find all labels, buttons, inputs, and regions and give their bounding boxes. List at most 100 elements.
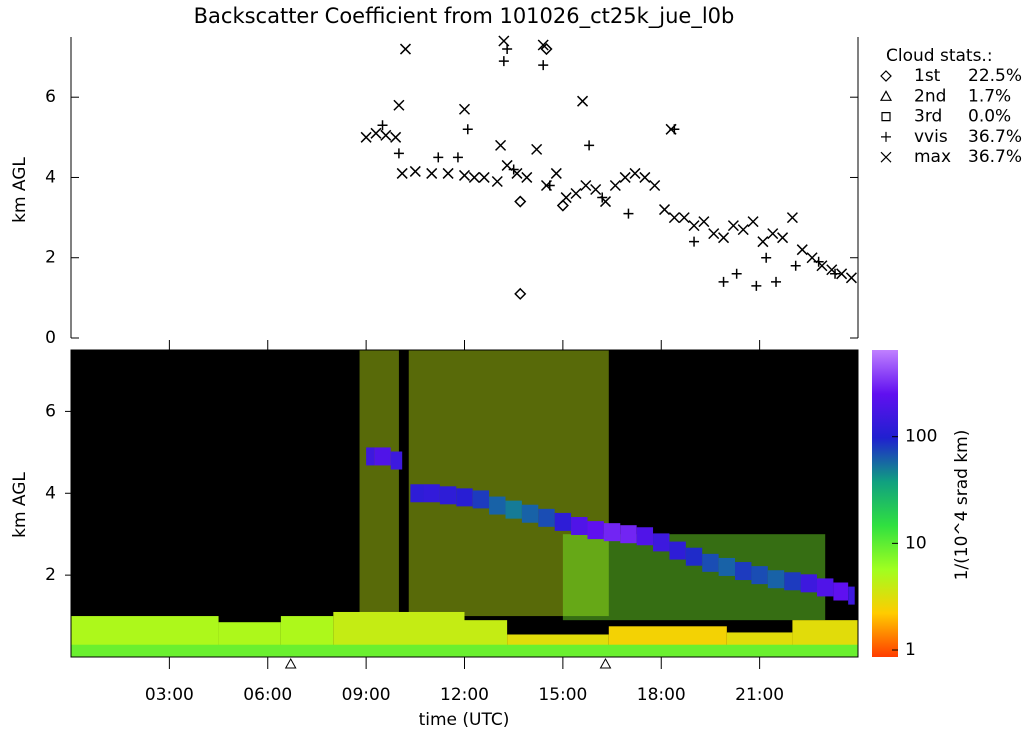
colorbar-tick-label: 1 [905, 640, 916, 660]
axis-marker [599, 657, 612, 669]
cloud-cell [636, 527, 654, 546]
data-point [665, 123, 677, 135]
data-point [511, 167, 523, 179]
data-point [727, 220, 739, 232]
heat-cell [408, 350, 609, 617]
data-point [442, 167, 454, 179]
data-point [538, 60, 549, 71]
legend-title: Cloud stats.: [886, 46, 993, 66]
cloud-cell [669, 541, 686, 560]
cloud-cell [439, 486, 457, 505]
x-tick-label: 06:00 [243, 685, 292, 705]
data-point [540, 42, 553, 56]
data-point [623, 208, 634, 219]
data-point [826, 264, 838, 276]
heat-cell [359, 350, 399, 617]
cloud-cell [751, 566, 768, 585]
cloud-cell [735, 562, 752, 581]
data-point [452, 152, 463, 163]
data-point [688, 220, 700, 232]
data-point [393, 99, 405, 111]
data-point [737, 224, 749, 236]
y-tick-label: 2 [45, 248, 56, 268]
cloud-cell [587, 521, 604, 540]
cloud-cell [366, 447, 375, 466]
data-point [498, 56, 509, 67]
legend-value: 36.7% [968, 147, 1022, 167]
data-point [390, 131, 402, 143]
cloud-cell [833, 582, 849, 601]
data-point [796, 244, 808, 256]
data-point [816, 260, 828, 272]
cloud-cell [702, 553, 719, 572]
axis-marker [284, 657, 297, 669]
data-point [531, 143, 543, 155]
colorbar [872, 350, 898, 657]
data-point [514, 195, 527, 208]
data-point [478, 171, 490, 183]
x-tick-label: 15:00 [538, 685, 587, 705]
data-point [629, 167, 641, 179]
data-point [678, 212, 690, 224]
cloud-cell [653, 533, 670, 552]
data-point [708, 228, 720, 240]
data-point [491, 175, 503, 188]
x-tick-label: 09:00 [342, 685, 391, 705]
data-point [777, 232, 789, 244]
cloud-cell [505, 500, 522, 519]
data-point [718, 276, 729, 287]
cloud-cell [685, 547, 703, 566]
data-point [658, 204, 671, 216]
data-point [731, 268, 742, 279]
heatmap [71, 350, 858, 657]
cloud-cell [390, 451, 403, 470]
data-point [495, 139, 507, 151]
data-point [570, 187, 582, 200]
data-point [599, 196, 612, 208]
data-point [409, 165, 421, 177]
cloud-cell [538, 508, 555, 527]
data-point [540, 179, 553, 192]
data-point [590, 183, 602, 196]
cloud-cell [410, 484, 424, 503]
data-point [609, 179, 621, 192]
data-point [786, 212, 798, 224]
cloud-cell [374, 447, 391, 466]
cloud-cell [620, 525, 637, 544]
y-tick-label: 4 [45, 483, 56, 503]
data-point [396, 167, 408, 179]
data-point [584, 140, 595, 151]
y-tick-label: 4 [45, 167, 56, 187]
data-point [514, 287, 527, 300]
data-point [845, 272, 857, 284]
data-point [393, 148, 404, 159]
data-point [751, 280, 762, 291]
x-tick-label: 03:00 [145, 685, 194, 705]
data-point [577, 95, 589, 107]
cloud-cell [817, 578, 834, 597]
data-point [560, 192, 572, 204]
data-point [747, 216, 759, 228]
data-point [698, 216, 710, 228]
y-tick-label: 6 [45, 87, 56, 107]
cloud-cell [521, 504, 539, 523]
data-point [757, 236, 769, 248]
x-tick-label: 12:00 [440, 685, 489, 705]
data-point [767, 228, 779, 240]
y-axis-label: km AGL [10, 472, 30, 538]
legend-label: max [914, 147, 951, 167]
legend-value: 0.0% [968, 107, 1011, 127]
data-point [433, 152, 444, 163]
data-point [462, 124, 473, 135]
chart-title: Backscatter Coefficient from 101026_ct25… [194, 4, 735, 29]
cloud-cell [718, 557, 736, 576]
data-point [689, 236, 700, 247]
data-point [649, 179, 661, 192]
data-point [790, 260, 801, 271]
legend-marker [880, 151, 892, 163]
data-point [668, 212, 680, 224]
cloud-cell [800, 574, 818, 593]
data-point [550, 167, 562, 179]
y-tick-label: 2 [45, 565, 56, 585]
